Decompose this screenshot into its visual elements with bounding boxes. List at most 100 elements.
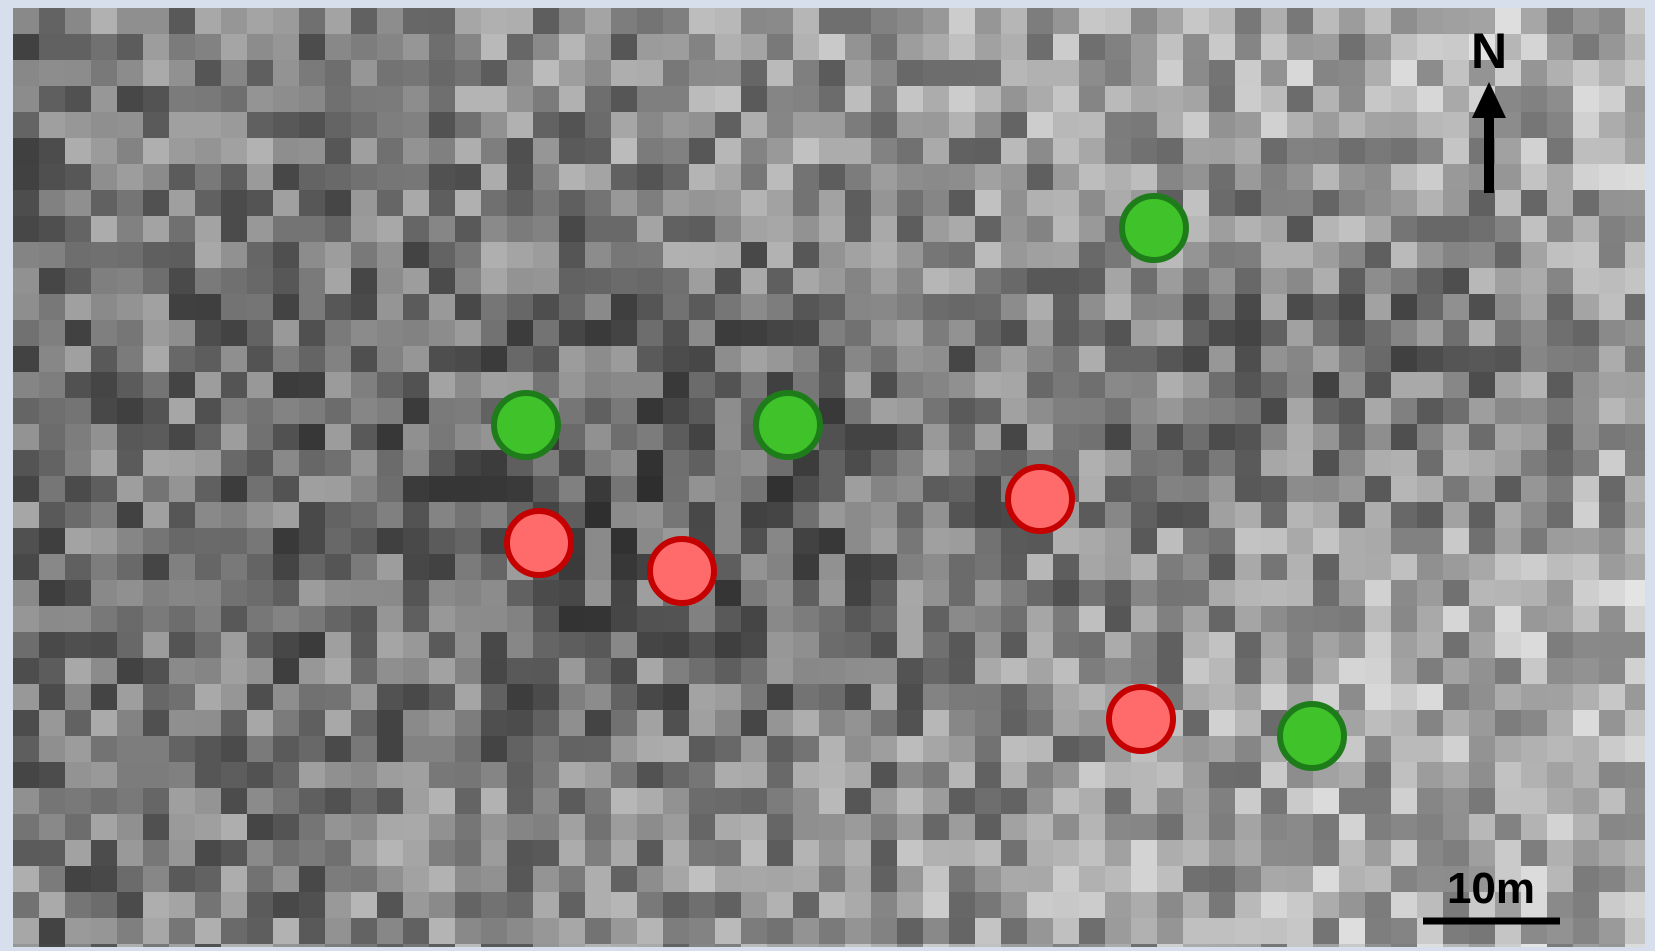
raster-cell xyxy=(533,8,559,34)
raster-cell xyxy=(1599,216,1625,242)
raster-cell xyxy=(533,762,559,788)
raster-cell xyxy=(247,502,273,528)
raster-cell xyxy=(871,138,897,164)
raster-cell xyxy=(611,476,637,502)
raster-cell xyxy=(1053,840,1079,866)
raster-cell xyxy=(65,86,91,112)
raster-cell xyxy=(195,86,221,112)
raster-cell xyxy=(1339,580,1365,606)
raster-cell xyxy=(819,268,845,294)
raster-cell xyxy=(715,658,741,684)
raster-cell xyxy=(429,476,455,502)
raster-cell xyxy=(1131,60,1157,86)
raster-cell xyxy=(741,554,767,580)
raster-cell xyxy=(1209,112,1235,138)
raster-cell xyxy=(663,762,689,788)
raster-cell xyxy=(1547,294,1573,320)
raster-cell xyxy=(975,294,1001,320)
raster-cell xyxy=(1443,34,1469,60)
raster-cell xyxy=(793,840,819,866)
raster-cell xyxy=(481,138,507,164)
raster-cell xyxy=(871,892,897,918)
raster-cell xyxy=(1105,34,1131,60)
raster-cell xyxy=(1365,320,1391,346)
raster-cell xyxy=(611,8,637,34)
raster-cell xyxy=(455,554,481,580)
raster-cell xyxy=(559,424,585,450)
raster-cell xyxy=(793,710,819,736)
raster-cell xyxy=(559,216,585,242)
raster-cell xyxy=(273,398,299,424)
raster-cell xyxy=(663,632,689,658)
raster-cell xyxy=(1443,164,1469,190)
raster-cell xyxy=(793,632,819,658)
raster-cell xyxy=(585,268,611,294)
raster-cell xyxy=(1573,814,1599,840)
raster-cell xyxy=(1079,580,1105,606)
raster-cell xyxy=(325,190,351,216)
raster-cell xyxy=(1209,710,1235,736)
raster-cell xyxy=(949,242,975,268)
raster-cell xyxy=(1495,736,1521,762)
raster-cell xyxy=(1001,138,1027,164)
raster-cell xyxy=(1053,632,1079,658)
raster-cell xyxy=(559,372,585,398)
raster-cell xyxy=(455,658,481,684)
raster-cell xyxy=(1261,840,1287,866)
raster-cell xyxy=(507,476,533,502)
raster-cell xyxy=(741,918,767,944)
raster-cell xyxy=(611,840,637,866)
raster-cell xyxy=(91,814,117,840)
raster-cell xyxy=(923,450,949,476)
raster-cell xyxy=(1339,242,1365,268)
raster-cell xyxy=(39,684,65,710)
raster-cell xyxy=(1183,606,1209,632)
raster-cell xyxy=(481,34,507,60)
raster-cell xyxy=(1053,944,1079,947)
raster-cell xyxy=(1443,60,1469,86)
raster-cell xyxy=(533,320,559,346)
raster-cell xyxy=(1079,346,1105,372)
raster-cell xyxy=(1625,294,1645,320)
raster-cell xyxy=(1209,476,1235,502)
raster-cell xyxy=(741,788,767,814)
raster-cell xyxy=(221,450,247,476)
raster-cell xyxy=(1599,60,1625,86)
raster-cell xyxy=(715,814,741,840)
raster-cell xyxy=(559,34,585,60)
raster-cell xyxy=(1183,892,1209,918)
raster-cell xyxy=(39,502,65,528)
raster-cell xyxy=(949,424,975,450)
raster-cell xyxy=(1235,658,1261,684)
raster-cell xyxy=(1105,164,1131,190)
raster-cell xyxy=(1443,294,1469,320)
raster-cell xyxy=(897,164,923,190)
raster-cell xyxy=(195,8,221,34)
raster-cell xyxy=(1157,164,1183,190)
raster-cell xyxy=(897,658,923,684)
raster-cell xyxy=(819,892,845,918)
raster-cell xyxy=(143,8,169,34)
raster-cell xyxy=(247,814,273,840)
raster-cell xyxy=(637,346,663,372)
raster-cell xyxy=(1599,866,1625,892)
raster-cell xyxy=(1001,866,1027,892)
raster-cell xyxy=(845,762,871,788)
raster-cell xyxy=(1547,398,1573,424)
raster-cell xyxy=(1521,372,1547,398)
raster-cell xyxy=(533,164,559,190)
raster-cell xyxy=(1131,476,1157,502)
raster-cell xyxy=(39,814,65,840)
raster-cell xyxy=(897,788,923,814)
raster-cell xyxy=(1157,476,1183,502)
raster-cell xyxy=(585,372,611,398)
raster-cell xyxy=(1235,710,1261,736)
raster-cell xyxy=(1443,112,1469,138)
raster-cell xyxy=(1235,320,1261,346)
raster-cell xyxy=(1313,242,1339,268)
raster-cell xyxy=(221,112,247,138)
raster-cell xyxy=(299,918,325,944)
raster-cell xyxy=(455,710,481,736)
raster-cell xyxy=(949,788,975,814)
raster-cell xyxy=(1131,788,1157,814)
